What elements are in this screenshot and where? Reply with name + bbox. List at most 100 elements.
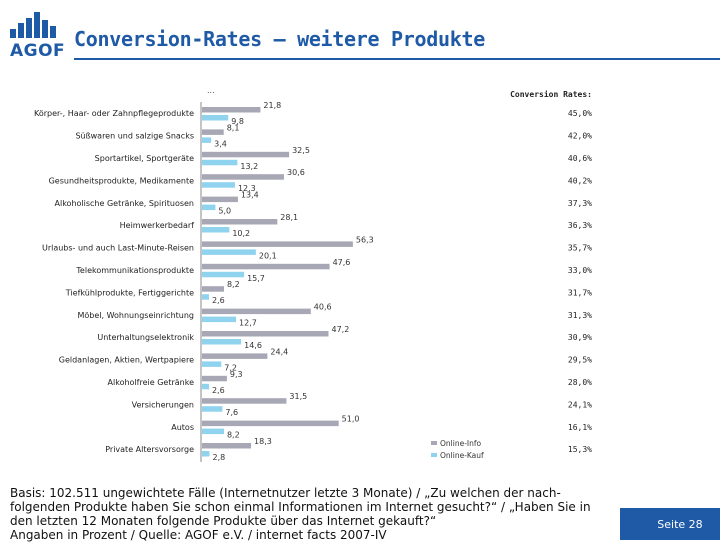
data-label-online-kauf: 2,6 <box>212 386 225 395</box>
bar-online-info <box>202 196 238 203</box>
conversion-rate-value: 31,3% <box>568 311 592 320</box>
bar-online-kauf <box>202 294 209 300</box>
data-label-online-kauf: 20,1 <box>259 251 277 260</box>
legend-swatch <box>431 441 437 445</box>
bar-online-info <box>202 375 227 382</box>
conversion-rate-value: 40,2% <box>568 176 592 185</box>
category-label: Geldanlagen, Aktien, Wertpapiere <box>59 356 194 365</box>
category-label: Private Altersvorsorge <box>105 445 194 454</box>
bar-online-info <box>202 241 353 247</box>
footnote-line: den letzten 12 Monaten folgende Produkte… <box>10 514 437 528</box>
footnote-line: Angaben in Prozent / Quelle: AGOF e.V. /… <box>10 528 387 542</box>
bar-online-info <box>202 129 224 135</box>
logo-bar <box>42 20 48 38</box>
conversion-rate-value: 36,3% <box>568 221 592 230</box>
conversion-bar-chart: ... Conversion Rates: Körper-, Haar- ode… <box>34 86 593 462</box>
conversion-rate-value: 40,6% <box>568 154 592 163</box>
chart-legend: Online-Info Online-Kauf <box>431 439 484 460</box>
data-label-online-info: 30,6 <box>287 168 305 177</box>
logo-bar <box>10 29 16 38</box>
category-label: Unterhaltungselektronik <box>97 333 194 342</box>
bar-online-info <box>202 151 290 158</box>
data-label-online-kauf: 12,3 <box>238 184 256 193</box>
footnote-line: folgenden Produkte haben Sie schon einma… <box>10 500 591 514</box>
page-number: Seite 28 <box>657 517 703 531</box>
chart-row: Private Altersvorsorge 18,3 2,8 15,3% <box>105 437 592 462</box>
bar-online-info <box>202 308 311 315</box>
chart-row: Sportartikel, Sportgeräte 32,5 13,2 40,6% <box>95 146 593 171</box>
data-label-online-info: 21,8 <box>263 101 281 110</box>
data-label-online-info: 47,6 <box>333 258 351 267</box>
title-divider <box>74 58 720 60</box>
data-label-online-info: 8,2 <box>227 280 240 289</box>
bar-online-kauf <box>202 361 222 367</box>
data-label-online-info: 51,0 <box>342 415 360 424</box>
conversion-rate-value: 15,3% <box>568 445 592 454</box>
bar-online-kauf <box>202 249 256 255</box>
data-label-online-info: 9,3 <box>230 370 243 379</box>
chart-row: Geldanlagen, Aktien, Wertpapiere 24,4 7,2 2… <box>59 347 592 372</box>
bar-online-kauf <box>202 227 230 233</box>
data-label-online-kauf: 9,8 <box>231 117 244 126</box>
data-label-online-info: 28,1 <box>280 213 298 222</box>
conversion-rate-value: 30,9% <box>568 333 592 342</box>
bar-online-kauf <box>202 182 235 188</box>
bar-online-kauf <box>202 271 245 278</box>
data-label-online-kauf: 8,2 <box>227 431 240 440</box>
logo-bar <box>50 26 56 38</box>
data-label-online-kauf: 5,0 <box>218 207 231 216</box>
data-label-online-kauf: 10,2 <box>232 229 250 238</box>
category-label: Sportartikel, Sportgeräte <box>95 154 194 163</box>
bar-online-kauf <box>202 204 216 211</box>
conversion-rate-value: 37,3% <box>568 199 592 208</box>
category-label: Gesundheitsprodukte, Medikamente <box>49 176 194 185</box>
bar-online-info <box>202 263 330 270</box>
category-label: Tiefkühlprodukte, Fertiggerichte <box>65 288 194 297</box>
footnote: Basis: 102.511 ungewichtete Fälle (Inter… <box>10 486 610 542</box>
bar-online-kauf <box>202 428 224 435</box>
bar-online-info <box>202 107 261 113</box>
conversion-rate-value: 28,0% <box>568 378 592 387</box>
category-label: Telekommunikationsprodukte <box>75 266 194 275</box>
legend-swatch <box>431 453 437 457</box>
chart-row: Urlaubs- und auch Last-Minute-Reisen 56,3… <box>42 235 592 260</box>
conversion-rate-value: 33,0% <box>568 266 592 275</box>
logo-text: AGOF <box>10 41 66 61</box>
bar-online-info <box>202 219 278 225</box>
data-label-online-kauf: 7,6 <box>225 408 238 417</box>
bar-online-info <box>202 420 339 427</box>
category-label: Alkoholfreie Getränke <box>108 378 195 387</box>
conversion-rate-value: 42,0% <box>568 132 592 141</box>
category-label: Versicherungen <box>132 400 194 409</box>
chart-row: Tiefkühlprodukte, Fertiggerichte 8,22,6 31… <box>65 280 592 305</box>
data-label-online-info: 24,4 <box>270 347 288 356</box>
data-label-online-info: 18,3 <box>254 437 272 446</box>
data-label-online-info: 31,5 <box>289 392 307 401</box>
chart-row: Möbel, Wohnungseinrichtung 40,6 12,7 31,3% <box>77 303 592 328</box>
category-label: Autos <box>171 423 194 432</box>
chart-row: Süßwaren und salzige Snacks 8,13,4 42,0% <box>75 123 592 148</box>
chart-row: Autos 51,0 8,2 16,1% <box>171 415 592 440</box>
bar-online-info <box>202 353 268 359</box>
chart-row: Alkoholische Getränke, Spirituosen 13,4 5,… <box>55 191 593 216</box>
category-label: Heimwerkerbedarf <box>120 221 195 230</box>
conversion-rate-value: 16,1% <box>568 423 592 432</box>
category-label: Möbel, Wohnungseinrichtung <box>77 311 194 320</box>
data-label-online-kauf: 3,4 <box>214 139 227 148</box>
chart-row: Gesundheitsprodukte, Medikamente 30,6 12,3… <box>49 168 593 193</box>
bar-online-kauf <box>202 406 223 412</box>
category-label: Urlaubs- und auch Last-Minute-Reisen <box>42 244 194 253</box>
legend-label: Online-Info <box>440 439 482 448</box>
bar-online-kauf <box>202 137 212 143</box>
legend-label: Online-Kauf <box>440 451 484 460</box>
bar-online-kauf <box>202 316 237 323</box>
page-number-badge: Seite 28 <box>620 508 720 540</box>
data-label-online-kauf: 2,8 <box>213 453 226 462</box>
category-label: Süßwaren und salzige Snacks <box>75 132 194 141</box>
data-label-online-kauf: 7,2 <box>224 363 237 372</box>
bar-online-kauf <box>202 383 209 390</box>
data-label-online-kauf: 14,6 <box>244 341 262 350</box>
chart-row: Heimwerkerbedarf 28,1 10,2 36,3% <box>120 213 593 238</box>
data-label-online-kauf: 15,7 <box>247 274 265 283</box>
category-label: Alkoholische Getränke, Spirituosen <box>55 199 194 208</box>
